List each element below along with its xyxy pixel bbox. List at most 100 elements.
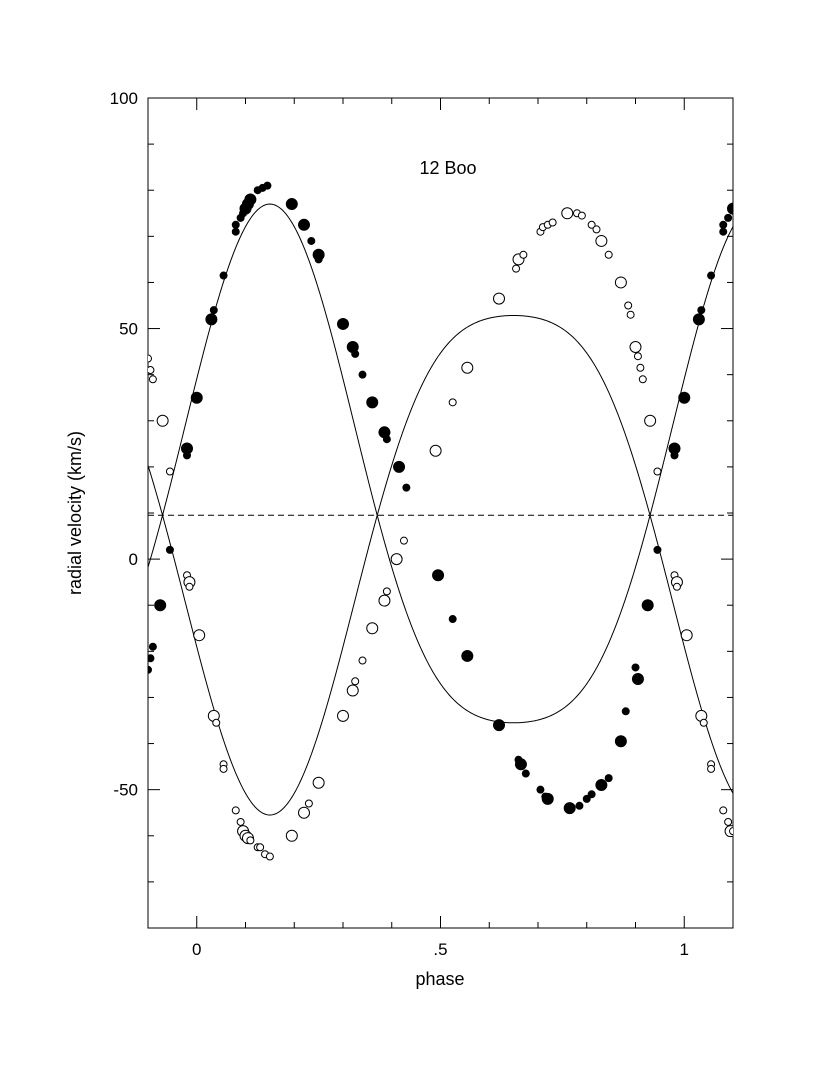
primary-data-point — [653, 545, 662, 554]
primary-data-point — [697, 306, 706, 315]
secondary-data-point — [519, 250, 528, 259]
x-tick-label: 0 — [192, 940, 201, 959]
primary-data-point — [366, 396, 379, 409]
primary-data-point — [719, 220, 728, 229]
secondary-data-point — [148, 366, 155, 375]
y-tick-label: -50 — [113, 781, 138, 800]
secondary-data-point — [358, 656, 367, 665]
secondary-data-point — [633, 352, 642, 361]
primary-data-point — [536, 785, 545, 794]
primary-data-point — [337, 317, 349, 330]
primary-data-point — [298, 218, 310, 231]
primary-data-point — [358, 370, 367, 379]
secondary-data-point — [351, 677, 360, 686]
secondary-data-point — [636, 363, 645, 372]
primary-data-point — [351, 349, 360, 358]
y-tick-label: 0 — [129, 550, 138, 569]
x-axis-label: phase — [415, 969, 464, 989]
primary-data-point — [148, 642, 157, 651]
secondary-data-point — [429, 444, 442, 457]
primary-data-point — [621, 707, 630, 716]
secondary-data-point — [512, 264, 521, 273]
secondary-data-point — [724, 817, 733, 826]
secondary-data-point — [298, 806, 310, 819]
secondary-data-point — [653, 467, 662, 476]
y-axis-label: radial velocity (km/s) — [65, 431, 85, 595]
secondary-data-point — [577, 211, 586, 220]
primary-data-point — [614, 735, 627, 748]
secondary-orbit-curve — [148, 314, 733, 816]
primary-data-point — [285, 198, 298, 211]
secondary-data-point — [366, 622, 379, 635]
secondary-data-point — [493, 292, 505, 305]
secondary-data-point — [148, 354, 152, 363]
axis-ticks — [147, 97, 734, 929]
secondary-data-point — [595, 234, 608, 247]
tick-labels: 0 .5 1 100 50 0 -50 — [110, 89, 689, 959]
secondary-data-point — [193, 629, 206, 642]
primary-data-point — [514, 758, 527, 771]
secondary-data-point — [729, 827, 733, 836]
secondary-data-point — [629, 341, 642, 353]
primary-data-point — [724, 213, 733, 222]
primary-data-point — [402, 483, 411, 492]
secondary-data-point — [561, 207, 574, 220]
secondary-data-point — [256, 843, 265, 852]
secondary-data-point — [672, 582, 681, 591]
secondary-data-point — [246, 836, 255, 845]
primary-data-point — [432, 569, 445, 582]
primary-data-point — [448, 615, 457, 624]
primary-data-point — [183, 451, 191, 460]
secondary-data-point — [156, 414, 169, 427]
primary-data-point — [148, 665, 152, 674]
primary-data-point — [631, 663, 640, 672]
primary-data-point — [190, 391, 203, 404]
secondary-data-point — [382, 587, 391, 596]
secondary-data-point — [390, 553, 403, 566]
primary-data-point — [244, 193, 257, 206]
primary-data-point — [670, 451, 679, 460]
primary-data-point — [604, 774, 613, 783]
primary-data-point — [393, 460, 406, 473]
secondary-data-point — [624, 301, 633, 310]
secondary-data-point — [604, 250, 613, 259]
x-tick-label: 1 — [680, 940, 689, 959]
primary-data-point — [219, 271, 228, 280]
secondary-data-point — [707, 764, 716, 773]
primary-data-point — [727, 202, 733, 215]
secondary-data-point — [165, 467, 174, 476]
secondary-data-point — [644, 414, 657, 427]
primary-data-point — [461, 649, 474, 662]
secondary-data-point — [638, 375, 647, 384]
secondary-data-point — [448, 398, 457, 407]
secondary-data-point — [231, 806, 240, 815]
primary-data-point — [521, 769, 530, 778]
primary-data-point — [307, 236, 316, 245]
primary-data-point — [563, 802, 576, 815]
secondary-data-point — [378, 594, 391, 607]
primary-data-point — [541, 792, 554, 805]
secondary-data-point — [285, 829, 298, 842]
primary-orbit-curve — [148, 203, 733, 724]
primary-data-point — [165, 545, 174, 554]
secondary-data-point — [592, 225, 601, 234]
primary-data-point — [148, 654, 155, 663]
secondary-data-point — [265, 852, 274, 861]
primary-data-point — [209, 306, 218, 315]
primary-data-point — [263, 181, 272, 190]
secondary-data-point — [236, 817, 245, 826]
primary-data-point — [582, 794, 591, 803]
secondary-data-point — [699, 718, 708, 727]
data-points — [148, 181, 733, 861]
x-tick-label: .5 — [433, 940, 447, 959]
primary-data-point — [719, 227, 728, 236]
secondary-data-point — [346, 684, 359, 697]
secondary-data-point — [312, 776, 325, 789]
secondary-data-point — [219, 764, 228, 773]
secondary-data-point — [461, 361, 474, 374]
primary-data-point — [641, 599, 654, 612]
primary-data-point — [575, 801, 584, 810]
secondary-data-point — [304, 799, 313, 808]
y-tick-label: 100 — [110, 89, 138, 108]
